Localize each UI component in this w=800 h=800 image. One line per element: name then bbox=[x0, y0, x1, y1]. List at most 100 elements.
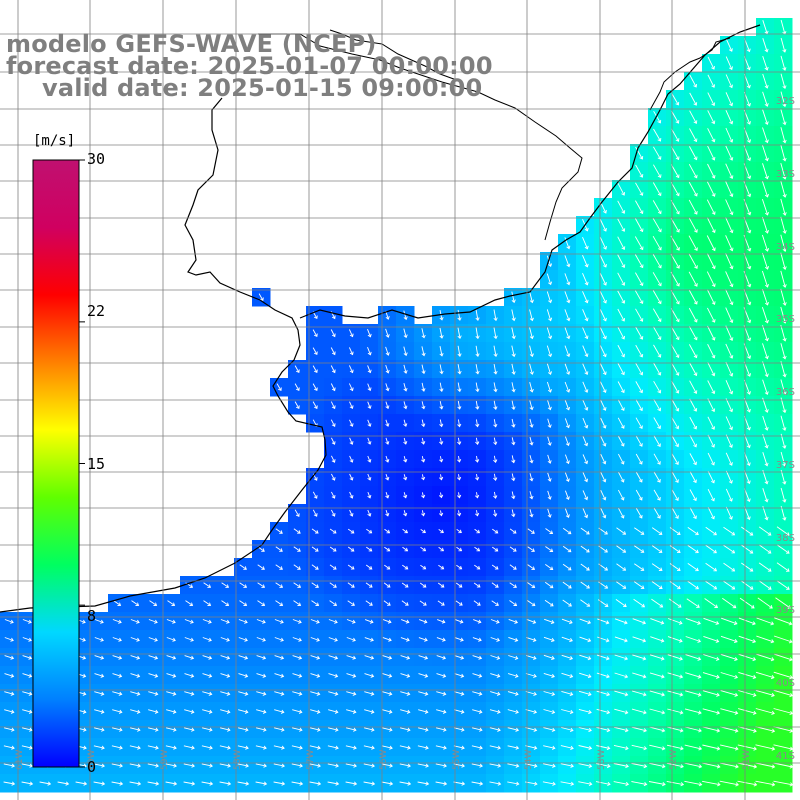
wind-arrow bbox=[511, 491, 516, 500]
wind-arrow bbox=[507, 745, 520, 750]
wind-arrow bbox=[560, 727, 574, 733]
wind-arrow bbox=[543, 691, 556, 697]
wind-arrow bbox=[238, 691, 249, 696]
wind-arrow bbox=[511, 509, 516, 518]
wind-arrow bbox=[148, 709, 159, 714]
colorbar-tick-30: 30 bbox=[87, 150, 106, 168]
wind-arrow bbox=[275, 600, 284, 606]
wind-arrow bbox=[580, 545, 590, 553]
wind-arrow bbox=[475, 382, 480, 393]
wind-arrow bbox=[311, 546, 319, 552]
wind-arrow bbox=[312, 329, 318, 338]
wind-arrow bbox=[652, 290, 662, 305]
wind-arrow bbox=[773, 671, 793, 680]
wind-arrow bbox=[635, 290, 644, 304]
wind-arrow bbox=[471, 781, 484, 786]
wind-arrow bbox=[401, 600, 409, 606]
wind-arrow bbox=[780, 127, 787, 144]
wind-arrow bbox=[667, 618, 683, 625]
wind-arrow bbox=[561, 654, 574, 661]
wind-arrow bbox=[455, 619, 464, 624]
wind-arrow bbox=[184, 691, 195, 696]
wind-arrow bbox=[349, 437, 354, 445]
wind-arrow bbox=[328, 655, 339, 660]
wind-arrow bbox=[762, 127, 769, 144]
wind-arrow bbox=[529, 491, 534, 500]
wind-arrow bbox=[493, 437, 498, 446]
wind-arrow bbox=[473, 619, 482, 624]
wind-arrow bbox=[367, 455, 372, 463]
wind-arrow bbox=[293, 546, 301, 552]
wind-arrow bbox=[255, 781, 268, 786]
wind-arrow bbox=[653, 471, 661, 483]
wind-arrow bbox=[685, 636, 702, 643]
wind-arrow bbox=[328, 691, 339, 696]
longitude-label: 60W bbox=[87, 750, 97, 770]
wind-arrow bbox=[578, 745, 593, 751]
wind-arrow bbox=[670, 308, 680, 323]
colorbar-unit-label: [m/s] bbox=[33, 133, 76, 149]
wind-arrow bbox=[688, 235, 698, 251]
wind-arrow bbox=[564, 436, 570, 447]
wind-arrow bbox=[547, 454, 552, 464]
wind-arrow bbox=[687, 527, 699, 536]
wind-arrow bbox=[761, 234, 770, 252]
wind-arrow bbox=[454, 691, 465, 696]
wind-arrow bbox=[762, 91, 769, 107]
wind-arrow bbox=[582, 327, 589, 340]
wind-arrow bbox=[689, 92, 698, 106]
wind-arrow bbox=[671, 110, 680, 124]
wind-arrow bbox=[703, 654, 720, 661]
wind-arrow bbox=[220, 709, 231, 714]
wind-arrow bbox=[475, 474, 480, 481]
wind-arrow bbox=[564, 363, 571, 375]
wind-arrow bbox=[653, 344, 662, 358]
wind-arrow bbox=[385, 491, 390, 499]
wind-arrow bbox=[439, 437, 444, 445]
wind-arrow bbox=[492, 546, 499, 552]
wind-arrow bbox=[402, 564, 409, 570]
wind-arrow bbox=[238, 709, 249, 714]
wind-arrow bbox=[402, 546, 409, 552]
wind-arrow bbox=[635, 507, 643, 519]
wind-arrow bbox=[578, 708, 592, 715]
wind-arrow bbox=[474, 564, 481, 570]
wind-arrow bbox=[632, 654, 647, 661]
wind-arrow bbox=[367, 347, 372, 356]
wind-arrow bbox=[111, 781, 124, 786]
wind-arrow bbox=[738, 653, 757, 662]
wind-arrow bbox=[421, 401, 426, 410]
wind-arrow bbox=[773, 653, 793, 662]
wind-arrow bbox=[527, 564, 536, 570]
wind-arrow bbox=[562, 545, 572, 553]
wind-arrow bbox=[183, 745, 195, 750]
wind-arrow bbox=[634, 254, 644, 269]
wind-arrow bbox=[725, 235, 734, 252]
wind-arrow bbox=[345, 727, 357, 732]
wind-arrow bbox=[349, 401, 354, 409]
colorbar bbox=[32, 159, 85, 768]
wind-arrow bbox=[635, 308, 644, 322]
wind-arrow bbox=[617, 182, 626, 196]
wind-arrow bbox=[526, 636, 537, 642]
wind-arrow bbox=[330, 329, 336, 338]
wind-arrow bbox=[582, 363, 589, 376]
wind-arrow bbox=[474, 510, 480, 517]
wind-arrow bbox=[166, 655, 177, 660]
wind-arrow bbox=[666, 744, 684, 751]
wind-arrow bbox=[493, 309, 498, 322]
wind-arrow bbox=[600, 508, 607, 519]
wind-arrow bbox=[762, 109, 769, 126]
wind-arrow bbox=[707, 56, 715, 70]
wind-arrow bbox=[707, 362, 716, 377]
wind-arrow bbox=[294, 401, 300, 410]
wind-arrow bbox=[725, 38, 733, 52]
wind-arrow bbox=[438, 474, 444, 481]
wind-arrow bbox=[349, 491, 354, 499]
wind-arrow bbox=[757, 597, 773, 609]
wind-arrow bbox=[330, 383, 336, 392]
wind-arrow bbox=[671, 146, 680, 161]
wind-arrow bbox=[614, 708, 629, 715]
wind-arrow bbox=[166, 619, 176, 624]
wind-arrow bbox=[454, 673, 465, 678]
